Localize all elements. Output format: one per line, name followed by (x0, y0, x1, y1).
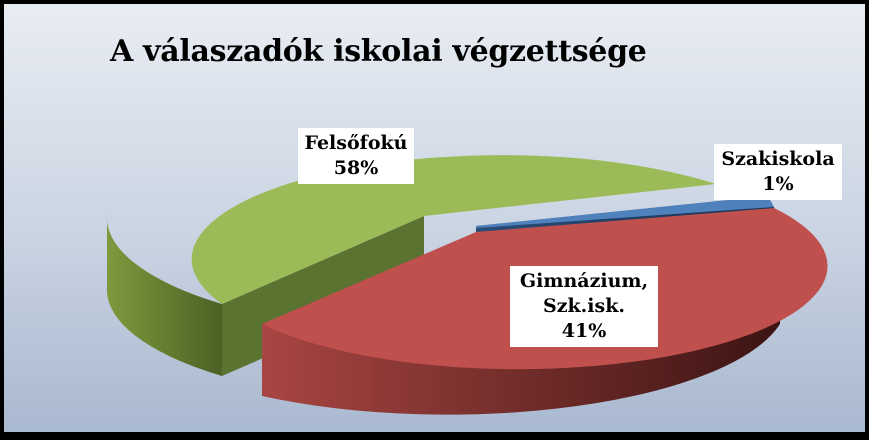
slice-label-felsofoku-value: 58% (333, 157, 379, 179)
pie-chart (106, 155, 828, 415)
slice-szakiskola-top (476, 196, 774, 228)
slice-label-felsofoku-name: Felsőfokú (304, 132, 408, 154)
slice-label-szakiskola: Szakiskola 1% (714, 144, 842, 200)
slice-label-gimnazium-value: 41% (561, 320, 607, 342)
slice-label-szakiskola-name: Szakiskola (721, 148, 835, 170)
slice-label-gimnazium: Gimnázium, Szk.isk. 41% (510, 266, 658, 347)
slice-label-felsofoku: Felsőfokú 58% (298, 128, 414, 184)
slice-label-szakiskola-value: 1% (762, 173, 794, 195)
slice-gimnazium-side (262, 236, 780, 415)
slice-label-gimnazium-name-line2: Szk.isk. (543, 295, 625, 317)
slice-label-gimnazium-name-line1: Gimnázium, (519, 270, 649, 292)
chart-title: A válaszadók iskolai végzettsége (110, 34, 647, 69)
slice-felsofoku-top (191, 155, 717, 304)
slice-felsofoku-side (106, 214, 222, 376)
